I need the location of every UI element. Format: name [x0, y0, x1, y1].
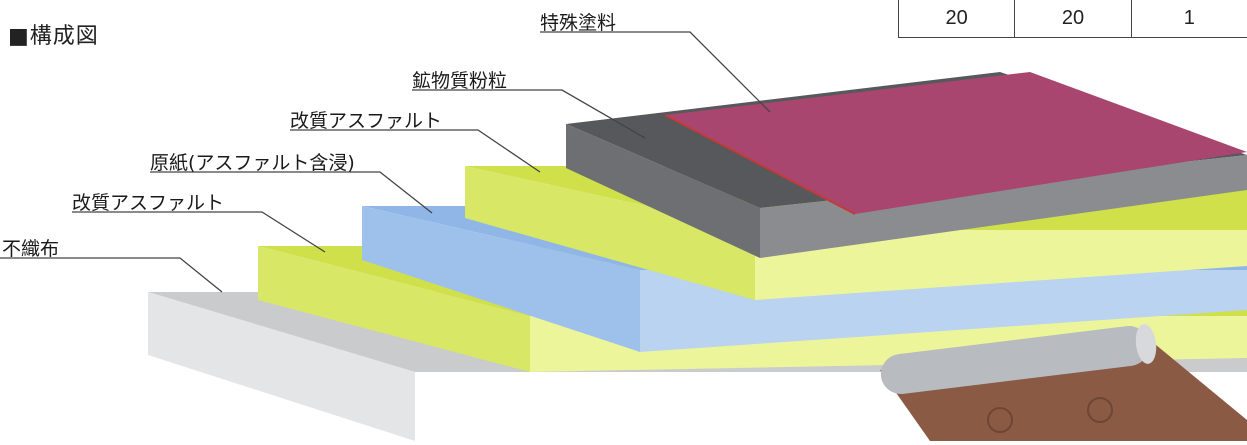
spec-cell: 20 — [899, 0, 1016, 37]
spec-cell: 20 — [1015, 0, 1132, 37]
label-modified-asphalt-upper: 改質アスファルト — [290, 110, 443, 132]
leader-mineral-granules — [412, 89, 646, 139]
label-mineral-granules: 鉱物質粉粒 — [412, 70, 508, 92]
leader-modified-asphalt-upper — [290, 129, 541, 173]
leader-base-paper — [150, 171, 433, 214]
leader-modified-asphalt-lower — [72, 211, 326, 253]
label-nonwoven: 不織布 — [2, 238, 60, 260]
spec-table-row: 20 20 1 — [898, 0, 1247, 38]
layer-special-coating — [664, 72, 1247, 215]
leader-nonwoven — [0, 257, 223, 293]
label-special-coating: 特殊塗料 — [540, 12, 617, 34]
label-base-paper: 原紙(アスファルト含浸) — [150, 152, 355, 174]
diagram-title: ■構成図 — [8, 24, 99, 49]
leader-special-coating — [540, 31, 771, 113]
roll-product-image — [880, 324, 1247, 441]
spec-cell: 1 — [1183, 7, 1195, 29]
label-modified-asphalt-lower: 改質アスファルト — [72, 192, 225, 214]
leader-lines — [0, 31, 771, 293]
